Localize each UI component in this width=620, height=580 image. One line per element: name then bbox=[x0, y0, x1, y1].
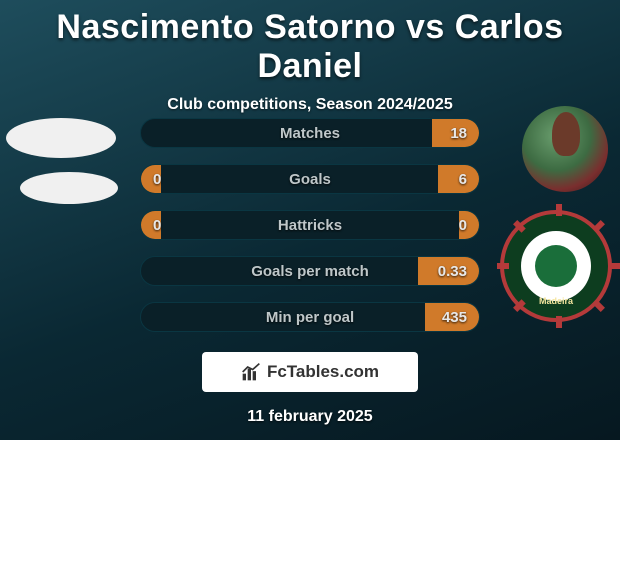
stat-row: Goals per match 0.33 bbox=[140, 256, 480, 286]
subtitle: Club competitions, Season 2024/2025 bbox=[0, 96, 620, 114]
stat-label: Matches bbox=[280, 125, 340, 142]
stat-label: Hattricks bbox=[278, 217, 342, 234]
stat-row: 0 Hattricks 0 bbox=[140, 210, 480, 240]
stat-row: Min per goal 435 bbox=[140, 302, 480, 332]
stat-value-left: 0 bbox=[153, 217, 161, 234]
club-right-badge: Madeira bbox=[500, 210, 612, 322]
stat-row: 0 Goals 6 bbox=[140, 164, 480, 194]
club-left-badge-placeholder bbox=[20, 172, 118, 204]
brand-text: FcTables.com bbox=[267, 362, 379, 382]
stat-label: Goals bbox=[289, 171, 331, 188]
player-left-avatar-placeholder bbox=[6, 118, 116, 158]
stat-value-right: 435 bbox=[442, 309, 467, 326]
stat-value-right: 0.33 bbox=[438, 263, 467, 280]
comparison-card: Nascimento Satorno vs Carlos Daniel Club… bbox=[0, 0, 620, 440]
stat-value-left: 0 bbox=[153, 171, 161, 188]
stat-rows: Matches 18 0 Goals 6 0 Hattricks 0 Goals per mat… bbox=[140, 118, 480, 348]
stat-value-right: 0 bbox=[459, 217, 467, 234]
brand-pill: FcTables.com bbox=[202, 352, 418, 392]
player-right-avatar bbox=[522, 106, 608, 192]
date-text: 11 february 2025 bbox=[0, 408, 620, 426]
club-badge-text: Madeira bbox=[504, 296, 608, 306]
stat-value-right: 18 bbox=[450, 125, 467, 142]
page-title: Nascimento Satorno vs Carlos Daniel bbox=[0, 0, 620, 86]
stat-value-right: 6 bbox=[459, 171, 467, 188]
stat-label: Min per goal bbox=[266, 309, 354, 326]
stat-label: Goals per match bbox=[251, 263, 369, 280]
stat-row: Matches 18 bbox=[140, 118, 480, 148]
bars-icon bbox=[241, 362, 261, 382]
